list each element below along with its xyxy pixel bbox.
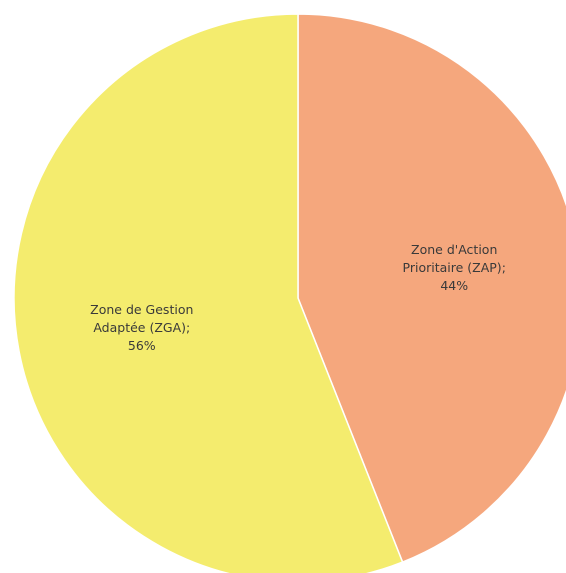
pie-slice-label-0: Zone d'Action Prioritaire (ZAP); 44%: [403, 242, 506, 293]
pie-slice-label-line: Zone d'Action: [411, 242, 497, 257]
pie-slice-label-line: Zone de Gestion: [90, 302, 193, 317]
pie-slice-0: [297, 13, 566, 564]
pie-slice-label-line: 44%: [440, 278, 468, 293]
pie-slice-label-line: 56%: [128, 338, 156, 353]
pie-slice-label-1: Zone de Gestion Adaptée (ZGA); 56%: [90, 302, 193, 353]
pie-slice-label-line: Adaptée (ZGA);: [93, 320, 190, 335]
pie-slice-1: [13, 13, 404, 573]
pie-slice-label-line: Prioritaire (ZAP);: [403, 260, 506, 275]
